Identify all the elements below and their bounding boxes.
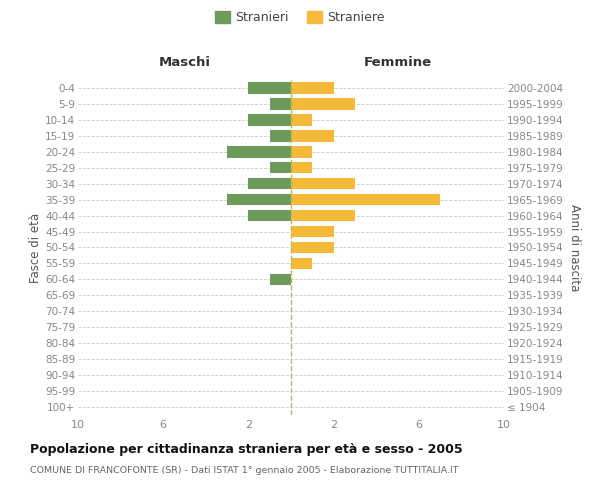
Bar xyxy=(291,98,355,110)
Bar xyxy=(248,82,291,94)
Text: Popolazione per cittadinanza straniera per età e sesso - 2005: Popolazione per cittadinanza straniera p… xyxy=(30,442,463,456)
Bar xyxy=(291,258,313,269)
Bar xyxy=(291,178,355,190)
Bar xyxy=(291,130,334,141)
Text: Femmine: Femmine xyxy=(364,56,431,69)
Y-axis label: Anni di nascita: Anni di nascita xyxy=(568,204,581,291)
Text: Maschi: Maschi xyxy=(158,56,211,69)
Bar xyxy=(248,210,291,222)
Bar xyxy=(227,146,291,158)
Bar xyxy=(291,226,334,237)
Bar xyxy=(248,178,291,190)
Bar xyxy=(270,162,291,173)
Bar xyxy=(291,82,334,94)
Bar xyxy=(291,194,440,205)
Bar xyxy=(227,194,291,205)
Bar xyxy=(291,162,313,173)
Bar xyxy=(291,210,355,222)
Bar xyxy=(291,114,313,126)
Y-axis label: Fasce di età: Fasce di età xyxy=(29,212,42,282)
Bar xyxy=(270,98,291,110)
Bar xyxy=(270,274,291,285)
Bar xyxy=(291,146,313,158)
Bar xyxy=(270,130,291,141)
Text: COMUNE DI FRANCOFONTE (SR) - Dati ISTAT 1° gennaio 2005 - Elaborazione TUTTITALI: COMUNE DI FRANCOFONTE (SR) - Dati ISTAT … xyxy=(30,466,458,475)
Bar xyxy=(248,114,291,126)
Bar xyxy=(291,242,334,253)
Legend: Stranieri, Straniere: Stranieri, Straniere xyxy=(215,11,385,24)
